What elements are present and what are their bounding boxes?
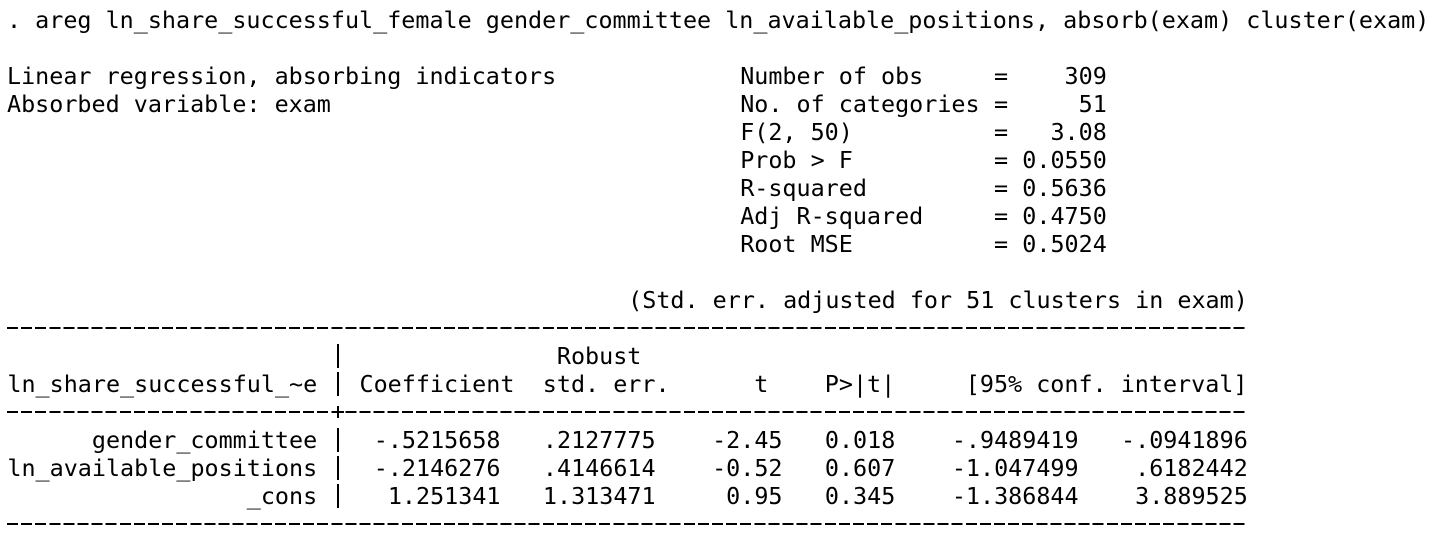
stat-value: 0.5024 xyxy=(1022,230,1107,258)
table-cell: 1.251341 xyxy=(387,482,501,510)
column-divider xyxy=(337,428,340,452)
column-divider xyxy=(337,456,340,480)
table-cell: 0.345 xyxy=(824,482,896,510)
command-line: . areg ln_share_successful_female gender… xyxy=(7,6,1430,34)
stat-equals: = xyxy=(994,174,1009,202)
stat-value: 0.4750 xyxy=(1022,202,1107,230)
divider-cross xyxy=(337,406,340,418)
table-cell: -2.45 xyxy=(712,426,783,454)
separator-line xyxy=(7,411,1248,413)
column-header: std. err. xyxy=(542,370,670,398)
table-cell: 3.889525 xyxy=(1135,482,1248,510)
column-header: P>|t| xyxy=(824,370,896,398)
stat-value: 0.5636 xyxy=(1022,174,1107,202)
table-cell: .6182442 xyxy=(1135,454,1248,482)
stat-label: Adj R-squared xyxy=(740,202,924,230)
table-cell: .2127775 xyxy=(542,426,656,454)
stat-value: 51 xyxy=(1078,90,1107,118)
stat-equals: = xyxy=(994,90,1009,118)
model-title: Linear regression, absorbing indicators xyxy=(7,62,557,90)
stat-value: 3.08 xyxy=(1050,118,1107,146)
table-cell: .4146614 xyxy=(542,454,656,482)
robust-label: Robust xyxy=(556,342,642,370)
table-cell: -.9489419 xyxy=(951,426,1079,454)
row-label: ln_available_positions xyxy=(7,454,318,482)
column-divider xyxy=(337,372,340,396)
column-header: [95% conf. interval] xyxy=(965,370,1248,398)
stat-label: R-squared xyxy=(740,174,867,202)
stat-equals: = xyxy=(994,146,1009,174)
table-cell: -.5215658 xyxy=(373,426,501,454)
stat-value: 0.0550 xyxy=(1022,146,1107,174)
absorbed-variable: Absorbed variable: exam xyxy=(7,90,331,118)
row-label: gender_committee xyxy=(91,426,318,454)
table-cell: 0.607 xyxy=(824,454,896,482)
column-divider xyxy=(337,484,340,508)
table-cell: 0.018 xyxy=(824,426,896,454)
stat-equals: = xyxy=(994,202,1009,230)
table-cell: 1.313471 xyxy=(542,482,656,510)
table-cell: -.2146276 xyxy=(373,454,501,482)
row-label: _cons xyxy=(246,482,318,510)
stat-label: No. of categories xyxy=(740,90,980,118)
stat-label: Number of obs xyxy=(740,62,924,90)
separator-line xyxy=(7,327,1248,329)
stat-label: Prob > F xyxy=(740,146,853,174)
table-cell: -1.386844 xyxy=(951,482,1079,510)
column-header: t xyxy=(754,370,769,398)
table-cell: -1.047499 xyxy=(951,454,1079,482)
table-cell: -.0941896 xyxy=(1121,426,1248,454)
table-cell: -0.52 xyxy=(712,454,783,482)
column-header: Coefficient xyxy=(359,370,515,398)
stat-label: F(2, 50) xyxy=(740,118,853,146)
column-divider xyxy=(337,344,340,368)
table-cell: 0.95 xyxy=(726,482,783,510)
depvar-label: ln_share_successful_~e xyxy=(7,370,318,398)
stat-equals: = xyxy=(994,230,1009,258)
cluster-note: (Std. err. adjusted for 51 clusters in e… xyxy=(628,286,1248,314)
separator-line xyxy=(7,523,1248,525)
stat-label: Root MSE xyxy=(740,230,853,258)
stat-equals: = xyxy=(994,118,1009,146)
stat-equals: = xyxy=(994,62,1009,90)
stat-value: 309 xyxy=(1064,62,1107,90)
